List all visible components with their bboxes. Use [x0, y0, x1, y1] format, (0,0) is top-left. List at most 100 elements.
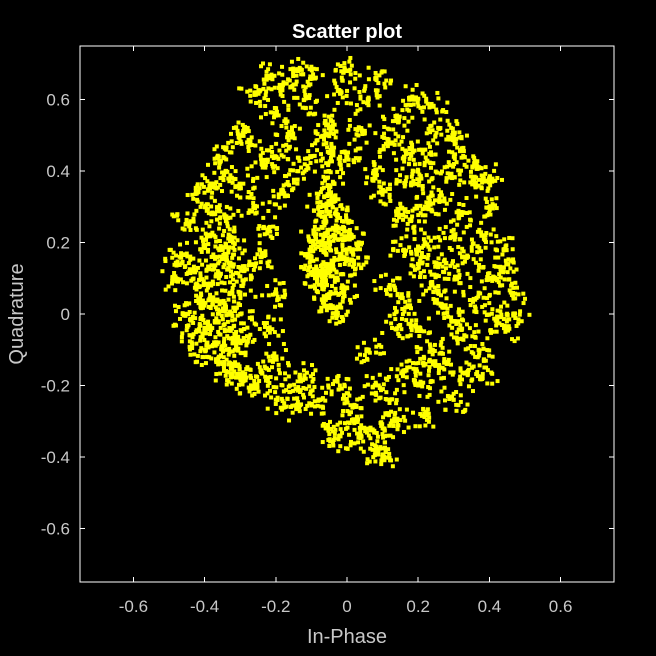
- data-point-fill: [386, 447, 391, 452]
- data-point-fill: [228, 173, 233, 178]
- data-point-fill: [269, 87, 274, 92]
- data-point-fill: [317, 309, 322, 314]
- data-point-fill: [346, 157, 351, 162]
- data-point-fill: [428, 269, 433, 274]
- data-point-fill: [451, 370, 456, 375]
- data-point-fill: [507, 326, 512, 331]
- data-point-fill: [223, 215, 228, 220]
- data-point-fill: [473, 306, 478, 311]
- data-point-fill: [239, 86, 244, 91]
- data-point-fill: [415, 345, 420, 350]
- data-point-fill: [461, 149, 466, 154]
- data-point-fill: [337, 160, 342, 165]
- data-point-fill: [460, 261, 465, 266]
- data-point-fill: [227, 350, 232, 355]
- data-point-fill: [411, 274, 416, 279]
- data-point-fill: [242, 126, 247, 131]
- data-point-fill: [483, 214, 488, 219]
- data-point-fill: [436, 399, 441, 404]
- data-point-fill: [312, 272, 317, 277]
- data-point-fill: [293, 82, 298, 87]
- data-point-fill: [228, 328, 233, 333]
- data-point-fill: [471, 257, 476, 262]
- data-point-fill: [227, 292, 232, 297]
- data-point-fill: [331, 131, 336, 136]
- data-point-fill: [423, 155, 428, 160]
- data-point-fill: [422, 117, 427, 122]
- data-point-fill: [427, 247, 432, 252]
- y-axis-label: Quadrature: [6, 263, 28, 364]
- data-point-fill: [271, 385, 276, 390]
- data-point-fill: [436, 274, 441, 279]
- data-point-fill: [498, 239, 503, 244]
- data-point-fill: [447, 149, 452, 154]
- data-point-fill: [321, 250, 326, 255]
- data-point-fill: [430, 128, 435, 133]
- data-point-fill: [175, 212, 180, 217]
- data-point-fill: [448, 303, 453, 308]
- data-point-fill: [415, 369, 420, 374]
- data-point-fill: [383, 440, 388, 445]
- data-point-fill: [347, 227, 352, 232]
- data-point-fill: [455, 121, 460, 126]
- data-point-fill: [282, 203, 287, 208]
- data-point-fill: [314, 279, 319, 284]
- data-point-fill: [451, 164, 456, 169]
- data-point-fill: [188, 228, 193, 233]
- data-point-fill: [210, 210, 215, 215]
- data-point-fill: [289, 84, 294, 89]
- data-point-fill: [468, 180, 473, 185]
- data-point-fill: [288, 67, 293, 72]
- data-point-fill: [368, 436, 373, 441]
- data-point-fill: [251, 196, 256, 201]
- data-point-fill: [446, 134, 451, 139]
- data-point-fill: [495, 175, 500, 180]
- data-point-fill: [214, 239, 219, 244]
- data-point-fill: [174, 277, 179, 282]
- data-point-fill: [391, 423, 396, 428]
- data-point-fill: [421, 269, 426, 274]
- data-point-fill: [450, 150, 455, 155]
- data-point-fill: [480, 304, 485, 309]
- data-point-fill: [258, 103, 263, 108]
- data-point-fill: [298, 403, 303, 408]
- data-point-fill: [313, 404, 318, 409]
- data-point-fill: [348, 439, 353, 444]
- data-point: [423, 147, 428, 152]
- data-point-fill: [434, 110, 439, 115]
- data-point-fill: [465, 253, 470, 258]
- data-point-fill: [425, 407, 430, 412]
- data-point-fill: [197, 322, 202, 327]
- data-point-fill: [258, 260, 263, 265]
- data-point-fill: [295, 396, 300, 401]
- data-point-fill: [331, 264, 336, 269]
- data-point-fill: [185, 193, 190, 198]
- data-point-fill: [285, 193, 290, 198]
- data-point-fill: [257, 266, 262, 271]
- data-point-fill: [205, 162, 210, 167]
- data-point-fill: [221, 348, 226, 353]
- data-point-fill: [234, 375, 239, 380]
- data-point-fill: [507, 288, 512, 293]
- data-point-fill: [432, 198, 437, 203]
- data-point-fill: [322, 178, 327, 183]
- data-point-fill: [207, 224, 212, 229]
- data-point-fill: [262, 157, 267, 162]
- data-point-fill: [281, 280, 286, 285]
- data-point-fill: [363, 429, 368, 434]
- data-point-fill: [239, 321, 244, 326]
- data-point-fill: [362, 131, 367, 136]
- data-point-fill: [419, 176, 424, 181]
- data-point-fill: [345, 88, 350, 93]
- data-point-fill: [424, 131, 429, 136]
- data-point-fill: [297, 158, 302, 163]
- data-point-fill: [267, 62, 272, 67]
- data-point-fill: [226, 140, 231, 145]
- data-point-fill: [359, 426, 364, 431]
- data-point-fill: [334, 247, 339, 252]
- data-point-fill: [511, 260, 516, 265]
- data-point-fill: [313, 219, 318, 224]
- data-point-fill: [419, 283, 424, 288]
- data-point-fill: [336, 237, 341, 242]
- data-point-fill: [204, 268, 209, 273]
